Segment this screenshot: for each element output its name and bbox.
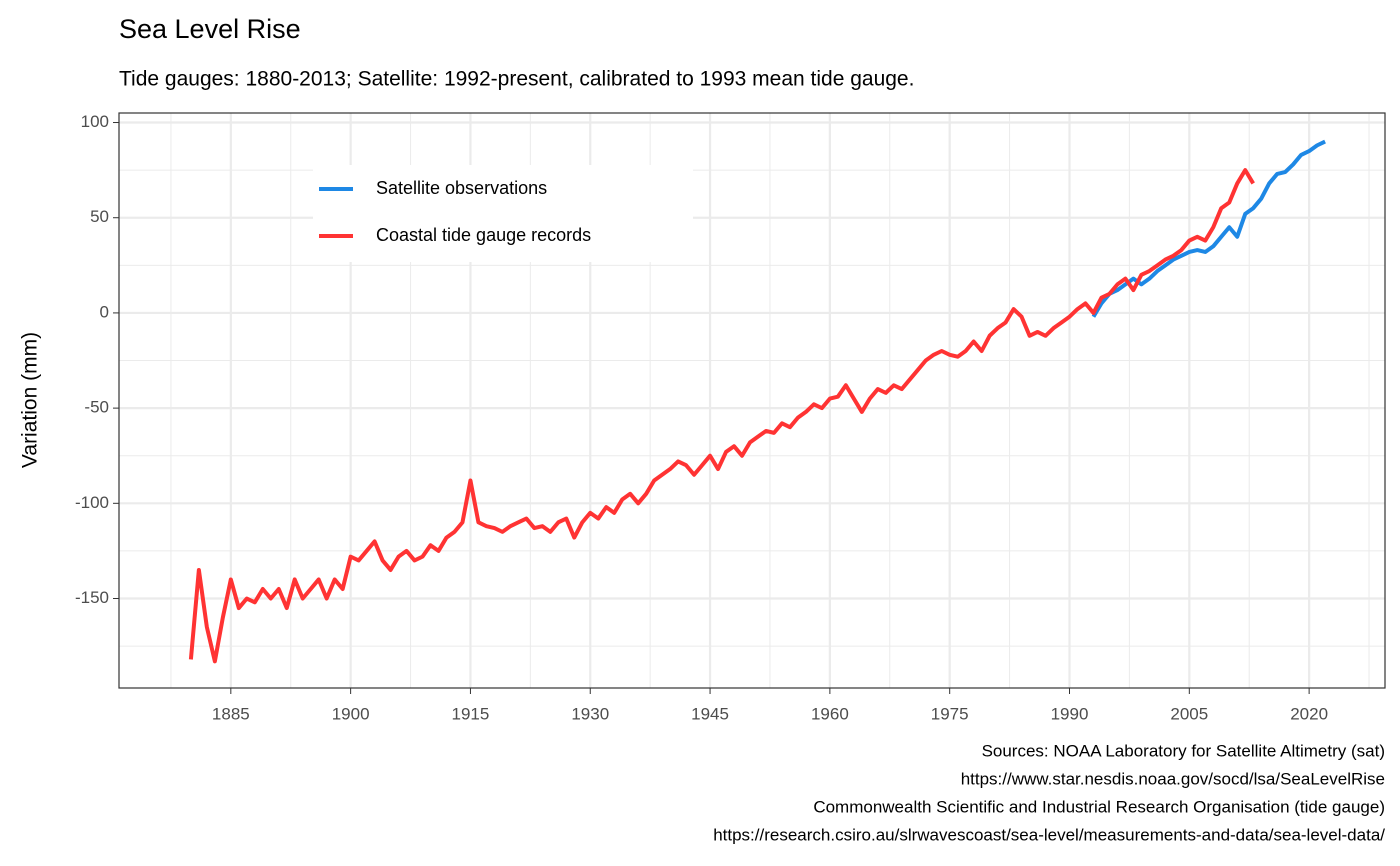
- y-tick-label: 50: [90, 207, 109, 226]
- x-tick-label: 1990: [1051, 704, 1089, 723]
- data-line: [1091, 139, 1326, 318]
- y-tick-label: 0: [100, 302, 109, 321]
- y-tick-label: 100: [81, 112, 109, 131]
- caption-line: https://www.star.nesdis.noaa.gov/socd/ls…: [961, 769, 1385, 788]
- x-tick-label: 1915: [452, 704, 490, 723]
- legend-box: [313, 165, 693, 262]
- legend-label: Coastal tide gauge records: [376, 225, 591, 245]
- data-line: [188, 168, 1255, 664]
- plot-background: [119, 113, 1385, 688]
- plot-border: [118, 112, 1386, 689]
- chart-title: Sea Level Rise: [119, 14, 301, 44]
- caption-line: https://research.csiro.au/slrwavescoast/…: [713, 825, 1385, 844]
- x-tick-label: 1900: [332, 704, 370, 723]
- caption-line: Commonwealth Scientific and Industrial R…: [813, 797, 1385, 816]
- x-tick-label: 1885: [212, 704, 250, 723]
- chart-subtitle: Tide gauges: 1880-2013; Satellite: 1992-…: [119, 68, 914, 91]
- x-tick-label: 1945: [691, 704, 729, 723]
- x-tick-label: 2005: [1170, 704, 1208, 723]
- y-tick-label: -100: [75, 493, 109, 512]
- y-tick-label: -50: [84, 398, 109, 417]
- y-axis-label: Variation (mm): [19, 332, 42, 468]
- legend-label: Satellite observations: [376, 178, 547, 198]
- x-tick-label: 1930: [571, 704, 609, 723]
- x-tick-label: 1975: [931, 704, 969, 723]
- caption-line: Sources: NOAA Laboratory for Satellite A…: [982, 741, 1385, 760]
- x-tick-label: 1960: [811, 704, 849, 723]
- x-tick-label: 2020: [1290, 704, 1328, 723]
- y-tick-label: -150: [75, 588, 109, 607]
